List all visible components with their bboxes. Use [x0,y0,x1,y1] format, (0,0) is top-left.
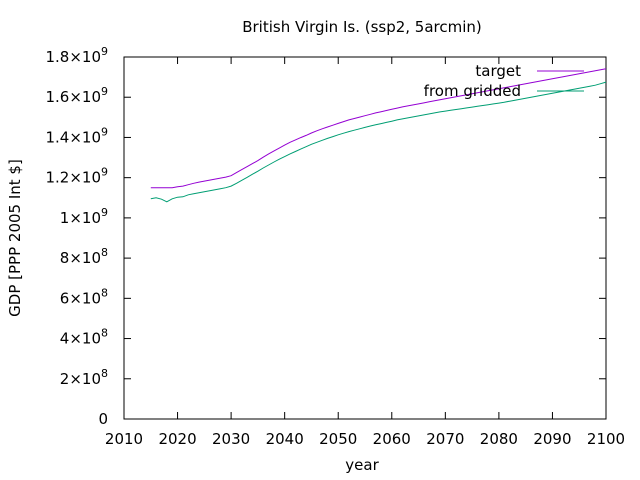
y-tick-label: 1×109 [60,206,108,227]
y-tick-exponent: 9 [101,206,108,219]
y-tick-mantissa: 8×10 [60,249,101,267]
y-tick-exponent: 9 [101,45,108,58]
y-tick-exponent: 9 [101,85,108,98]
y-tick-mantissa: 4×10 [60,330,101,348]
y-tick-mantissa: 1.4×10 [45,128,101,146]
chart-title: British Virgin Is. (ssp2, 5arcmin) [242,18,482,36]
legend: target from gridded [424,62,584,100]
x-tick-label: 2080 [480,430,518,448]
plot-border [123,56,607,420]
x-tick-label: 2090 [533,430,571,448]
plot-frame [123,56,607,420]
y-tick-exponent: 8 [101,286,108,299]
y-axis-label: GDP [PPP 2005 Int $] [6,159,24,317]
series-lines [150,68,607,203]
y-tick-mantissa: 1.6×10 [45,88,101,106]
series-line-1 [150,81,607,203]
x-tick-label: 2070 [426,430,464,448]
x-tick-label: 2060 [373,430,411,448]
y-tick-label: 6×108 [60,286,108,307]
y-tick-exponent: 8 [101,246,108,259]
y-tick-exponent: 9 [101,166,108,179]
y-tick-label: 0 [98,410,108,428]
x-axis-label: year [345,456,379,474]
y-tick-label: 8×108 [60,246,108,267]
y-tick-label: 1.2×109 [45,166,108,187]
y-tick-mantissa: 1.8×10 [45,48,101,66]
y-tick-exponent: 8 [101,367,108,380]
x-axis-ticks: 2010 2020 2030 2040 2050 2060 2070 2080 2090 2100 [105,57,625,448]
y-tick-mantissa: 2×10 [60,370,101,388]
y-tick-label: 4×108 [60,327,108,348]
x-tick-label: 2040 [266,430,304,448]
y-tick-exponent: 8 [101,327,108,340]
x-tick-label: 2050 [319,430,357,448]
y-tick-mantissa: 0 [98,410,108,428]
x-tick-label: 2020 [158,430,196,448]
y-tick-exponent: 9 [101,125,108,138]
y-tick-label: 1.6×109 [45,85,108,106]
y-axis-ticks: 02×1084×1086×1088×1081×1091.2×1091.4×109… [45,45,606,428]
y-tick-label: 1.4×109 [45,125,108,146]
series-line-0 [150,68,607,189]
x-tick-label: 2030 [212,430,250,448]
x-tick-label: 2010 [105,430,143,448]
legend-label-1: from gridded [424,82,521,100]
legend-label-0: target [475,62,521,80]
y-tick-mantissa: 1.2×10 [45,169,101,187]
y-tick-mantissa: 1×10 [60,209,101,227]
y-tick-mantissa: 6×10 [60,289,101,307]
y-tick-label: 2×108 [60,367,108,388]
x-tick-label: 2100 [587,430,625,448]
y-tick-label: 1.8×109 [45,45,108,66]
